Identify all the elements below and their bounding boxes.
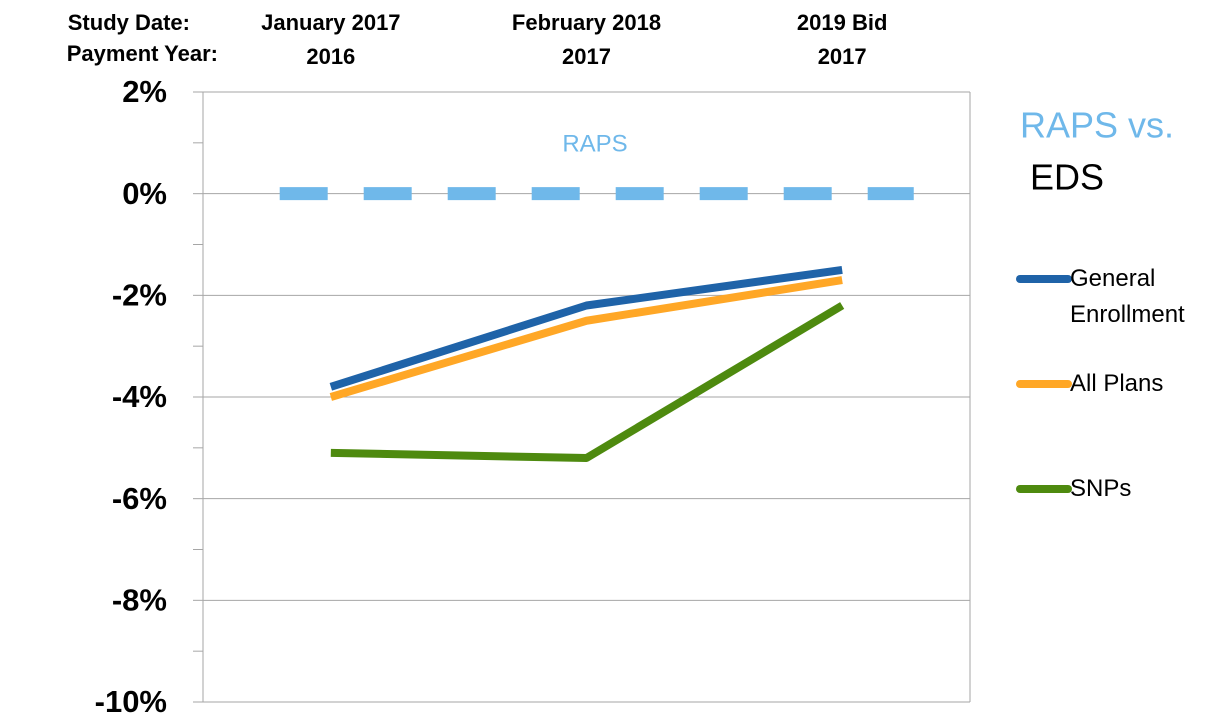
row-header: Study Date: bbox=[68, 10, 190, 35]
y-tick-label: 0% bbox=[122, 176, 167, 211]
x-payment-year: 2017 bbox=[562, 44, 611, 69]
legend-title: EDS bbox=[1030, 157, 1104, 198]
series-line bbox=[329, 276, 843, 401]
row-header: Payment Year: bbox=[67, 41, 218, 66]
x-payment-year: 2017 bbox=[818, 44, 867, 69]
series-line bbox=[330, 302, 845, 462]
y-tick-label: -6% bbox=[112, 481, 167, 516]
y-tick-label: -10% bbox=[95, 684, 167, 719]
x-category-label: 2019 Bid bbox=[797, 10, 888, 35]
y-tick-label: -8% bbox=[112, 583, 167, 618]
y-tick-label: 2% bbox=[122, 74, 167, 109]
y-tick-label: -2% bbox=[112, 278, 167, 313]
x-payment-year: 2016 bbox=[306, 44, 355, 69]
legend-label: General Enrollment bbox=[1070, 265, 1185, 328]
x-category-label: February 2018 bbox=[512, 10, 661, 35]
annotation: RAPS bbox=[562, 130, 627, 157]
y-tick-label: -4% bbox=[112, 379, 167, 414]
legend-label: SNPs bbox=[1070, 475, 1132, 502]
legend-label: All Plans bbox=[1070, 370, 1164, 397]
x-category-label: January 2017 bbox=[261, 10, 400, 35]
series-line bbox=[329, 265, 843, 391]
legend-title: RAPS vs. bbox=[1020, 105, 1174, 146]
